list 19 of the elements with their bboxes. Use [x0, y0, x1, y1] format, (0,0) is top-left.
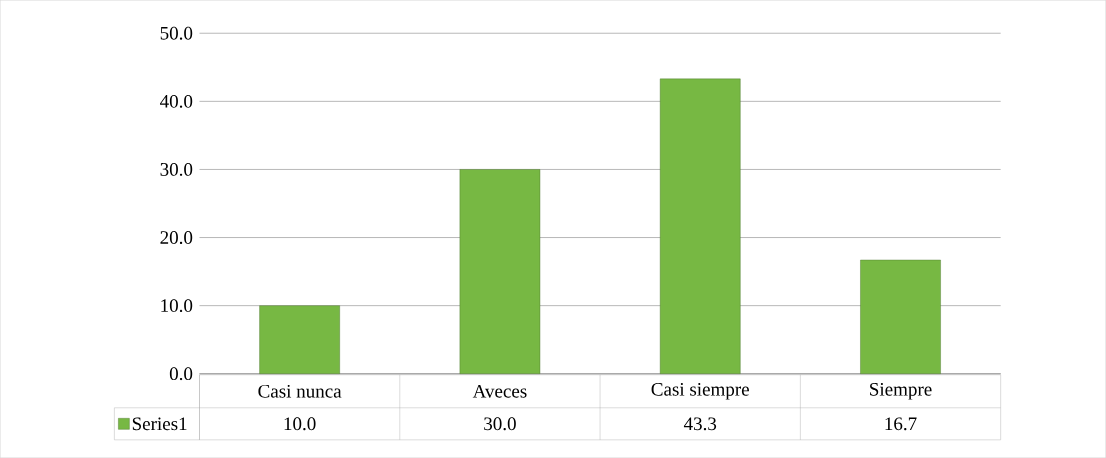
y-tick-label: 0.0: [169, 367, 193, 381]
bar: [459, 169, 541, 374]
y-tick-label: 20.0: [160, 231, 193, 244]
x-tick-label: Casi siempre: [651, 382, 749, 400]
x-tick-label: Casi nunca: [258, 384, 342, 398]
bar: [860, 259, 941, 374]
y-tick-label: 40.0: [160, 94, 193, 108]
x-tick-label: Aveces: [472, 384, 527, 398]
data-label: 16.7: [885, 417, 917, 431]
y-tick-label: 50.0: [160, 26, 193, 40]
y-tick-label: 30.0: [160, 162, 193, 176]
x-tick-label: Siempre: [870, 382, 932, 400]
bar: [259, 305, 340, 374]
data-label: 43.3: [683, 417, 717, 431]
legend-label: Series1: [132, 417, 187, 431]
data-label: 10.0: [284, 417, 316, 431]
bar: [659, 78, 741, 374]
y-tick-label: 10.0: [161, 299, 193, 313]
data-label: 30.0: [484, 417, 516, 431]
